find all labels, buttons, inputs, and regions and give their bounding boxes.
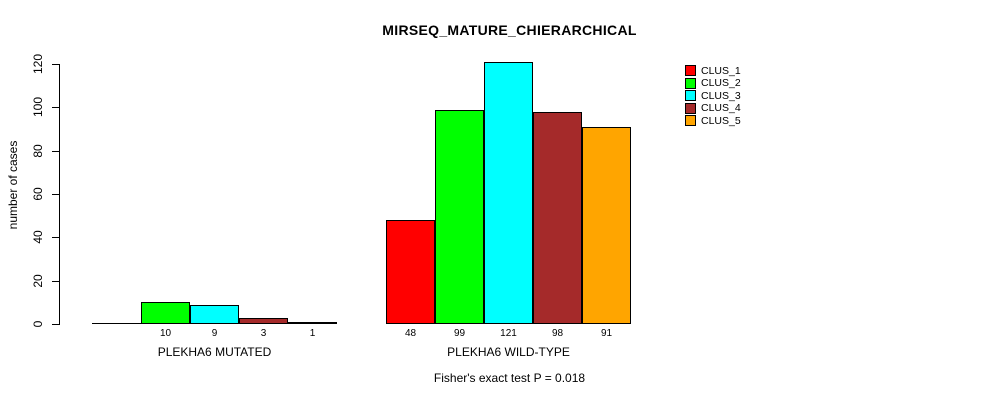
bar xyxy=(239,317,288,324)
legend-item: CLUS_2 xyxy=(685,77,741,89)
y-tick-label: 120 xyxy=(31,53,45,75)
y-tick-label: 0 xyxy=(31,320,45,328)
bar-value-label: 121 xyxy=(500,328,517,339)
legend-color-swatch xyxy=(685,65,696,76)
legend-label: CLUS_5 xyxy=(701,114,741,127)
bar xyxy=(190,304,239,324)
bar-zero xyxy=(92,323,141,324)
bar-value-label: 3 xyxy=(260,328,267,339)
y-tick-mark xyxy=(52,150,59,152)
footnote-text: Fisher's exact test P = 0.018 xyxy=(433,371,586,385)
y-tick-label: 20 xyxy=(31,273,45,288)
legend-label: CLUS_1 xyxy=(701,64,741,77)
legend-item: CLUS_5 xyxy=(685,114,741,127)
bar xyxy=(288,321,337,324)
bar-value-label: 99 xyxy=(453,328,466,339)
bar-value-label: 1 xyxy=(309,328,316,339)
bar-value-label: 10 xyxy=(159,328,172,339)
y-tick-label: 60 xyxy=(31,187,45,201)
x-group-label: PLEKHA6 MUTATED xyxy=(157,345,272,359)
x-group-label: PLEKHA6 WILD-TYPE xyxy=(447,345,570,359)
legend-item: CLUS_4 xyxy=(685,102,741,114)
y-tick-mark xyxy=(52,194,59,195)
y-tick-mark xyxy=(52,324,59,325)
bar xyxy=(386,220,435,324)
legend-item: CLUS_1 xyxy=(685,64,741,77)
legend-label: CLUS_3 xyxy=(701,89,741,102)
bar xyxy=(435,109,484,324)
bar-value-label: 48 xyxy=(404,328,417,339)
legend-color-swatch xyxy=(685,90,696,101)
chart-title: MIRSEQ_MATURE_CHIERARCHICAL xyxy=(382,22,637,38)
y-axis-label: number of cases xyxy=(6,140,20,230)
y-tick-label: 100 xyxy=(31,97,45,118)
bar xyxy=(484,61,533,324)
y-tick-mark xyxy=(52,64,59,65)
y-tick-mark xyxy=(52,280,59,282)
bar-value-label: 91 xyxy=(600,328,613,339)
legend-item: CLUS_3 xyxy=(685,89,741,102)
y-tick-mark xyxy=(52,107,59,109)
y-tick-mark xyxy=(52,237,59,239)
legend-color-swatch xyxy=(685,77,696,89)
y-axis-line xyxy=(59,64,60,325)
bar xyxy=(141,302,190,324)
y-tick-label: 80 xyxy=(31,143,45,158)
legend-color-swatch xyxy=(685,102,696,114)
bar xyxy=(582,126,631,324)
bar-value-label: 98 xyxy=(551,328,564,339)
y-tick-label: 40 xyxy=(31,230,45,245)
legend-label: CLUS_2 xyxy=(701,77,741,89)
legend-label: CLUS_4 xyxy=(701,102,741,114)
bar-value-label: 9 xyxy=(211,328,218,339)
legend-color-swatch xyxy=(685,115,696,126)
bar xyxy=(533,111,582,324)
